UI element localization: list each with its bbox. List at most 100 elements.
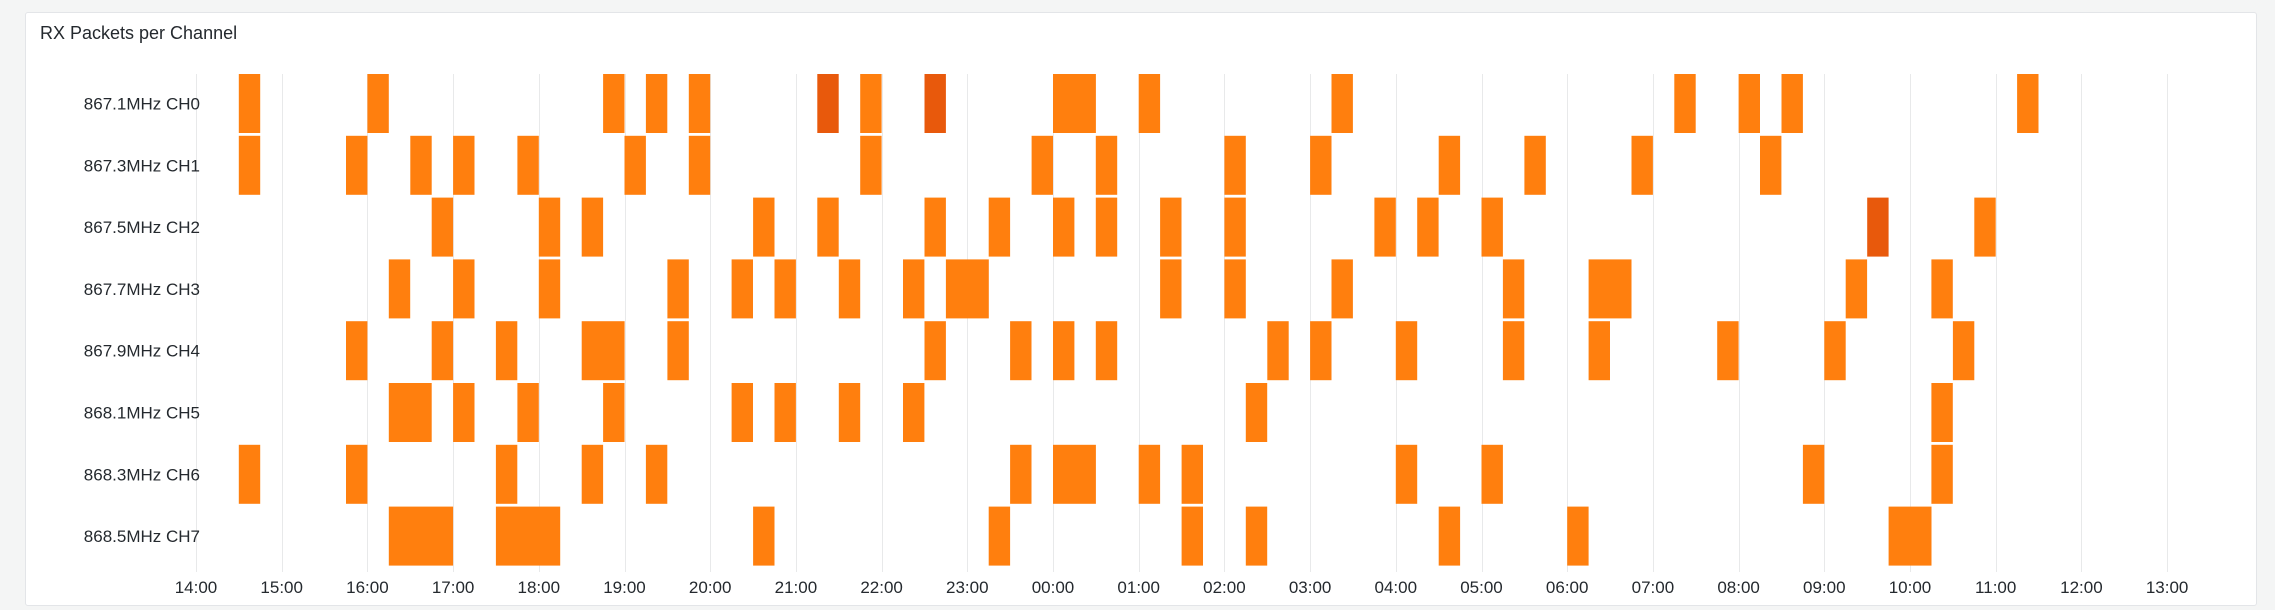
heatmap-cell	[517, 383, 539, 442]
heatmap-cell	[1931, 383, 1953, 442]
x-tick-label: 10:00	[1889, 578, 1932, 597]
heatmap-cell	[1310, 135, 1332, 195]
x-tick-label: 09:00	[1803, 578, 1846, 597]
heatmap-cell	[1502, 259, 1525, 319]
heatmap-cell	[924, 74, 946, 133]
heatmap-cell	[346, 444, 368, 504]
heatmap-cell	[1974, 197, 1996, 257]
heatmap-cell	[1160, 259, 1182, 319]
heatmap-cell	[1524, 135, 1546, 195]
heatmap-cell	[453, 259, 475, 319]
heatmap-cell	[346, 135, 368, 195]
heatmap-cell	[495, 444, 518, 504]
channel-label: 868.5MHz CH7	[84, 527, 200, 546]
heatmap-cell	[731, 259, 753, 319]
heatmap-cell	[388, 506, 454, 566]
channel-label: 867.9MHz CH4	[84, 342, 200, 361]
heatmap-cell	[624, 135, 646, 195]
heatmap-cell	[945, 259, 989, 319]
channel-label: 867.7MHz CH3	[84, 280, 200, 299]
heatmap-cell	[753, 197, 775, 257]
heatmap-cell	[1031, 135, 1053, 195]
x-tick-label: 04:00	[1375, 578, 1418, 597]
heatmap-cell	[774, 259, 796, 319]
heatmap-cell	[903, 383, 925, 442]
heatmap-cell	[1674, 74, 1696, 133]
heatmap-cell	[1567, 506, 1589, 566]
heatmap-cell	[1160, 197, 1182, 257]
x-tick-label: 18:00	[518, 578, 561, 597]
heatmap-cell	[1438, 506, 1461, 566]
heatmap-cell	[603, 74, 625, 133]
heatmap-cell	[410, 135, 432, 195]
heatmap-cell	[388, 259, 411, 319]
heatmap-cell	[2017, 74, 2039, 133]
heatmap-cell	[1417, 197, 1439, 257]
x-tick-label: 02:00	[1203, 578, 1246, 597]
heatmap-cell	[431, 197, 454, 257]
heatmap-cell	[346, 321, 368, 381]
x-tick-label: 23:00	[946, 578, 989, 597]
x-tick-label: 05:00	[1460, 578, 1503, 597]
heatmap-cell	[1931, 444, 1953, 504]
heatmap-cell	[581, 444, 604, 504]
x-tick-label: 15:00	[260, 578, 303, 597]
heatmap-cell	[1738, 74, 1760, 133]
heatmap-cell	[1181, 506, 1203, 566]
heatmap-cell	[1053, 321, 1075, 381]
heatmap-cell	[1952, 321, 1975, 381]
heatmap-cell	[581, 321, 625, 381]
x-tick-label: 03:00	[1289, 578, 1332, 597]
heatmap-cell	[1010, 444, 1032, 504]
heatmap-cell	[517, 135, 539, 195]
heatmap-cell	[1867, 197, 1889, 257]
heatmap-cell	[1588, 259, 1632, 319]
heatmap-cell	[538, 197, 561, 257]
channel-label: 868.1MHz CH5	[84, 404, 200, 423]
heatmap-cell	[1395, 444, 1418, 504]
heatmap-cell	[1717, 321, 1739, 381]
heatmap-cell	[1224, 135, 1246, 195]
x-tick-label: 20:00	[689, 578, 732, 597]
x-tick-label: 17:00	[432, 578, 475, 597]
x-tick-label: 22:00	[860, 578, 903, 597]
heatmap-cell	[603, 383, 625, 442]
x-tick-label: 06:00	[1546, 578, 1589, 597]
heatmap-cell	[860, 135, 882, 195]
heatmap-cell	[1095, 197, 1118, 257]
heatmap-cell	[495, 321, 518, 381]
heatmap-cell	[388, 383, 432, 442]
heatmap-cell	[238, 444, 261, 504]
heatmap-cell	[860, 74, 882, 133]
heatmap-cell	[1224, 197, 1246, 257]
heatmap-cell	[1245, 383, 1268, 442]
x-tick-label: 12:00	[2060, 578, 2103, 597]
x-tick-label: 13:00	[2146, 578, 2189, 597]
x-tick-label: 21:00	[775, 578, 818, 597]
heatmap-cell	[1053, 444, 1096, 504]
heatmap-cell	[645, 74, 668, 133]
heatmap-cell	[1395, 321, 1418, 381]
heatmap-cell	[1481, 197, 1503, 257]
heatmap-cell	[1931, 259, 1953, 319]
heatmap-cell	[1481, 444, 1503, 504]
x-tick-label: 19:00	[603, 578, 646, 597]
heatmap-cell	[1010, 321, 1032, 381]
heatmap-cell	[367, 74, 389, 133]
heatmap-cell	[1331, 74, 1353, 133]
x-tick-label: 01:00	[1117, 578, 1160, 597]
heatmap-cell	[1760, 135, 1782, 195]
heatmap-cell	[495, 506, 561, 566]
heatmap-cell	[924, 197, 946, 257]
heatmap-cell	[453, 383, 475, 442]
heatmap-cell	[1631, 135, 1653, 195]
heatmap-cell	[1095, 135, 1118, 195]
heatmap-cell	[1095, 321, 1118, 381]
heatmap-cell	[1181, 444, 1203, 504]
heatmap-cell	[645, 444, 668, 504]
heatmap-cell	[1053, 74, 1096, 133]
heatmap-cell	[1053, 197, 1075, 257]
heatmap-cell	[1845, 259, 1868, 319]
heatmap-cell	[538, 259, 561, 319]
